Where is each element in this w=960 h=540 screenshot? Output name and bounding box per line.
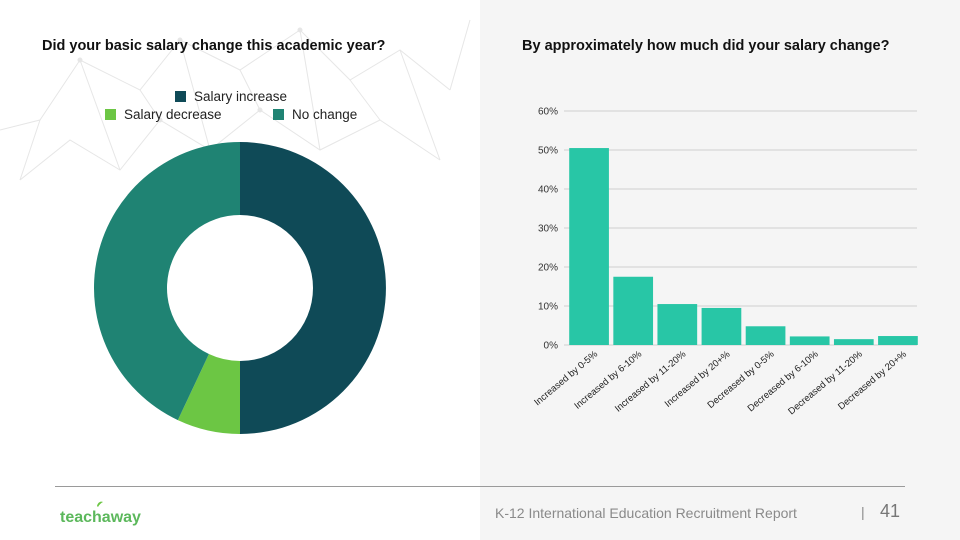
y-tick-label: 30% xyxy=(538,224,558,235)
donut-slice-salary-decrease xyxy=(177,354,240,434)
report-title: K-12 International Education Recruitment… xyxy=(495,505,797,521)
bar xyxy=(878,336,918,345)
y-tick-label: 20% xyxy=(538,263,558,274)
x-tick-label: Decreased by 11-20% xyxy=(786,349,865,418)
legend-label-no-change: No change xyxy=(292,107,358,122)
donut-chart-title: Did your basic salary change this academ… xyxy=(42,38,386,54)
bar xyxy=(833,339,874,345)
bar xyxy=(745,326,786,345)
legend-item-salary-decrease: Salary decrease xyxy=(105,107,222,122)
bar xyxy=(613,276,654,345)
legend-swatch-no-change xyxy=(273,108,284,120)
footer-separator: | xyxy=(861,504,865,520)
y-tick-label: 60% xyxy=(538,107,558,118)
y-tick-label: 40% xyxy=(538,185,558,196)
donut-chart xyxy=(94,142,386,434)
y-tick-label: 0% xyxy=(544,341,559,352)
right-panel xyxy=(480,0,960,540)
footer-divider xyxy=(55,486,905,487)
y-tick-label: 10% xyxy=(538,302,558,313)
logo-text: teachaway xyxy=(60,509,141,526)
bar xyxy=(569,148,609,345)
legend-label-salary-increase: Salary increase xyxy=(194,89,288,104)
page-number: 41 xyxy=(880,501,901,521)
legend-swatch-salary-increase xyxy=(175,90,186,102)
donut-slice-no-change xyxy=(94,142,240,421)
legend-label-salary-decrease: Salary decrease xyxy=(124,107,222,122)
bar xyxy=(789,336,830,345)
legend-swatch-salary-decrease xyxy=(105,108,116,120)
teachaway-logo: teachaway xyxy=(60,501,141,526)
bar xyxy=(701,307,742,345)
bar-chart: 0%10%20%30%40%50%60%Increased by 0-5%Inc… xyxy=(532,107,918,418)
bar xyxy=(657,304,698,345)
bar-chart-title: By approximately how much did your salar… xyxy=(522,38,890,54)
y-tick-label: 50% xyxy=(538,146,558,157)
legend-item-no-change: No change xyxy=(273,107,357,122)
donut-slice-salary-increase xyxy=(240,142,386,434)
legend-item-salary-increase: Salary increase xyxy=(175,89,287,104)
